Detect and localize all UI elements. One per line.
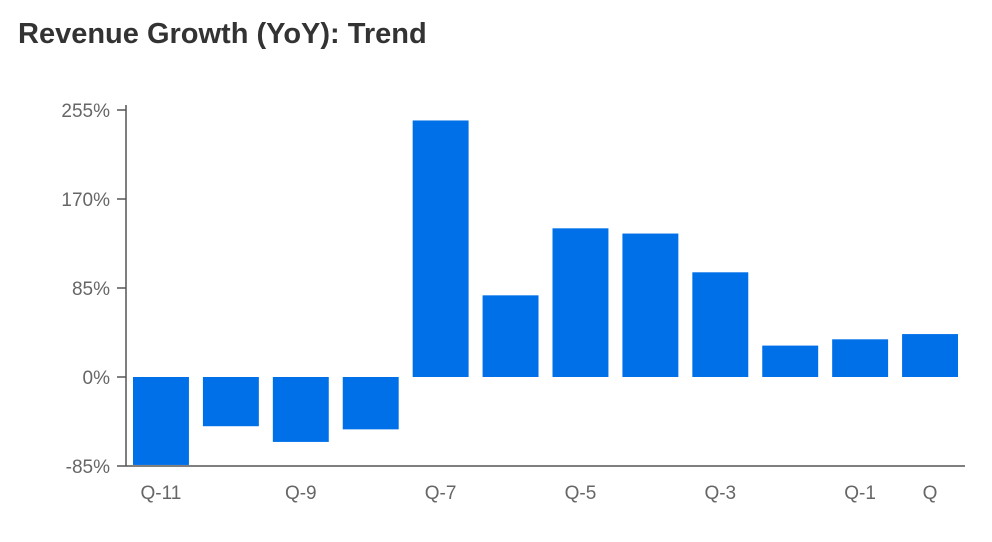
chart-title: Revenue Growth (YoY): Trend — [18, 18, 427, 50]
bar-q-9 — [272, 377, 329, 442]
bar-q-2 — [762, 345, 819, 377]
bar-q-4 — [622, 233, 679, 377]
x-tick-label: Q-1 — [844, 483, 876, 504]
bars-group — [133, 120, 959, 465]
x-tick-label: Q-11 — [141, 483, 182, 504]
y-tick-label: -85% — [66, 457, 110, 478]
x-tick-label: Q-9 — [285, 483, 317, 504]
bar-q-6 — [482, 295, 539, 377]
x-tick-label: Q-5 — [565, 483, 597, 504]
bar-q-8 — [342, 377, 399, 430]
y-tick-label: 255% — [61, 101, 110, 122]
y-tick-label: 170% — [61, 190, 110, 211]
bar-q-1 — [832, 339, 889, 377]
x-axis-ticks: Q-11 Q-9 Q-7 Q-5 Q-3 Q-1 Q — [141, 483, 938, 504]
axes-group — [125, 105, 965, 467]
bar-q-11 — [133, 377, 189, 465]
bar-q-3 — [692, 272, 749, 377]
x-tick-label: Q — [923, 483, 938, 504]
y-tick-label: 0% — [83, 368, 111, 389]
x-tick-label: Q-3 — [704, 483, 736, 504]
bar-q — [902, 334, 959, 377]
bar-q-7 — [412, 120, 469, 378]
x-tick-label: Q-7 — [425, 483, 457, 504]
bar-q-5 — [552, 228, 609, 377]
y-tick-label: 85% — [72, 279, 110, 300]
bar-q-10 — [202, 377, 259, 427]
y-axis-ticks: -85% 0% 85% 170% 255% — [61, 101, 126, 478]
